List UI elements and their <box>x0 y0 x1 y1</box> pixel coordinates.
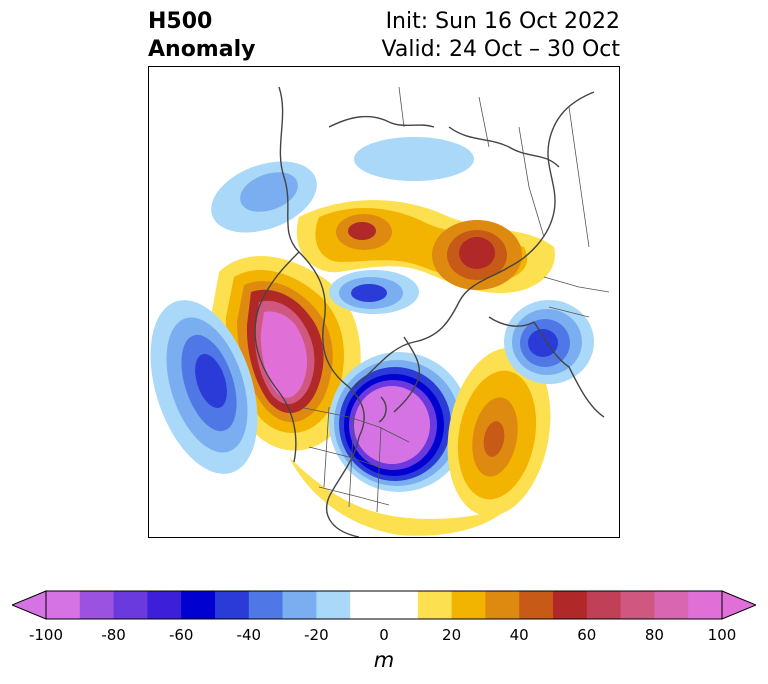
coastlines <box>254 86 605 537</box>
colorbar-svg <box>10 590 758 620</box>
init-date: Init: Sun 16 Oct 2022 <box>385 9 620 34</box>
colorbar-segment <box>147 591 182 619</box>
map-title: H500 Anomaly <box>148 8 255 64</box>
colorbar-tick-label: -20 <box>304 626 329 644</box>
colorbar-tick-label: -80 <box>101 626 126 644</box>
map-dates: Init: Sun 16 Oct 2022 Valid: 24 Oct – 30… <box>382 8 620 64</box>
colorbar-tick-label: -100 <box>28 626 64 644</box>
colorbar <box>10 590 758 620</box>
colorbar-tick-label: 20 <box>442 626 462 644</box>
colorbar-segment <box>113 591 148 619</box>
anomaly-northern-europe-ridge <box>296 200 555 293</box>
colorbar-tick-label: 60 <box>577 626 597 644</box>
title-line-1: H500 <box>148 9 213 34</box>
anomaly-east-asia-trough <box>354 137 474 181</box>
anomaly-eastern-canada-trough <box>329 352 469 492</box>
anomaly-northeast-pacific-trough <box>150 300 258 474</box>
colorbar-unit: m <box>373 648 395 672</box>
colorbar-segment <box>553 591 588 619</box>
colorbar-segment <box>451 591 486 619</box>
colorbar-segment <box>316 591 351 619</box>
colorbar-segment <box>384 591 419 619</box>
colorbar-segment <box>350 591 385 619</box>
colorbar-segment <box>181 591 216 619</box>
colorbar-segment <box>79 591 115 619</box>
title-line-2: Anomaly <box>148 37 256 62</box>
colorbar-tick-label: -60 <box>168 626 194 644</box>
colorbar-tick-label: 100 <box>707 626 737 644</box>
colorbar-segment <box>282 591 317 619</box>
colorbar-tick-label: 40 <box>509 626 529 644</box>
colorbar-segment <box>586 591 622 619</box>
anomaly-arctic-trough <box>329 270 419 314</box>
colorbar-tick-label: 0 <box>379 626 389 644</box>
colorbar-segment <box>417 591 453 619</box>
map-canvas <box>150 86 610 537</box>
colorbar-tick-label: 80 <box>644 626 664 644</box>
anomaly-map <box>148 66 620 538</box>
colorbar-segment <box>654 591 689 619</box>
anomaly-siberia-trough <box>211 161 317 233</box>
colorbar-segment <box>519 591 554 619</box>
anomaly-subtropical-ridge <box>289 457 509 536</box>
colorbar-segment <box>215 591 250 619</box>
colorbar-extend-high <box>721 590 758 620</box>
anomaly-north-atlantic-ridge <box>447 347 551 517</box>
valid-date: Valid: 24 Oct – 30 Oct <box>381 37 620 62</box>
colorbar-tick-label: -40 <box>236 626 262 644</box>
anomaly-western-russia-trough <box>504 300 594 384</box>
colorbar-extend-low <box>10 590 47 620</box>
borders <box>298 86 610 513</box>
colorbar-border <box>45 590 723 620</box>
colorbar-segment <box>248 591 284 619</box>
colorbar-segment <box>46 591 81 619</box>
colorbar-segment <box>620 591 655 619</box>
colorbar-segment <box>688 591 723 619</box>
colorbar-segment <box>485 591 520 619</box>
